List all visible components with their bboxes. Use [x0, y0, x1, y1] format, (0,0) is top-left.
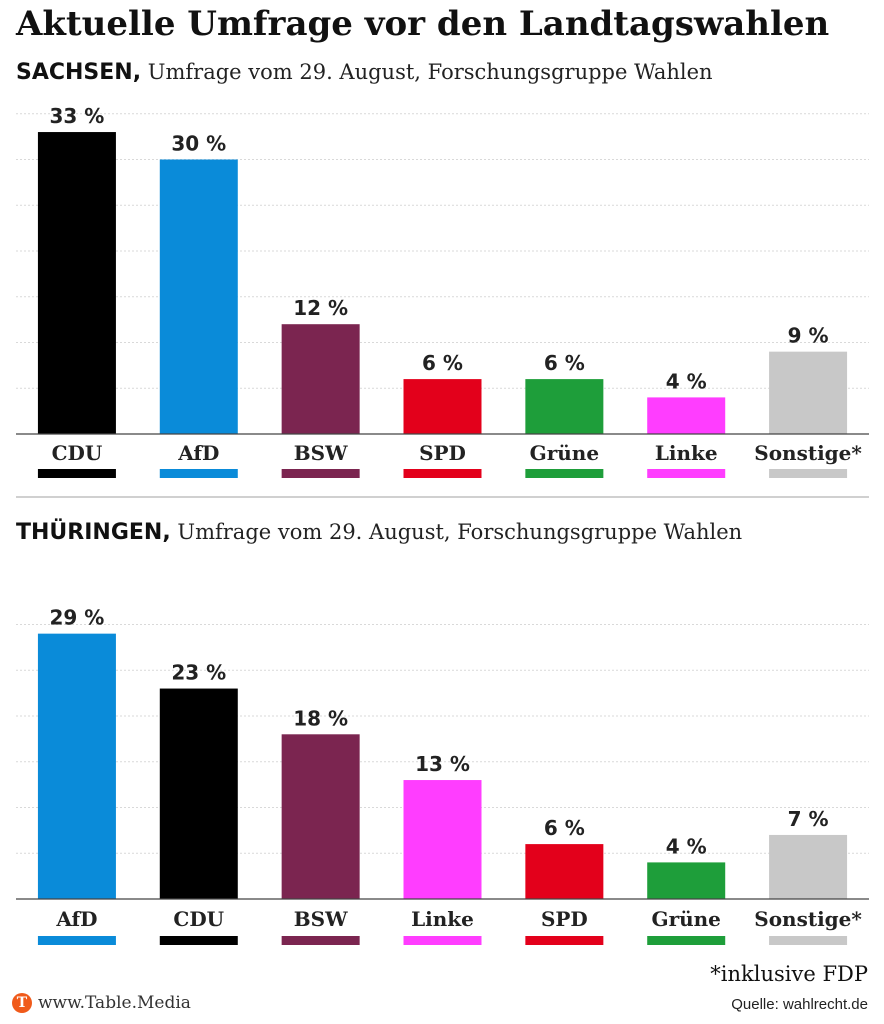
legend-swatch [769, 469, 848, 478]
legend-swatch [525, 469, 604, 478]
legend-swatch [281, 936, 360, 945]
category-label: Grüne [530, 441, 599, 465]
bar-grne [525, 379, 604, 434]
bar-linke [647, 397, 726, 434]
category-label: Linke [411, 907, 474, 931]
legend-swatch [159, 469, 238, 478]
thueringen-region-label: THÜRINGEN, [16, 520, 171, 545]
bar-cdu [159, 688, 238, 899]
section-divider [16, 496, 869, 498]
data-label: 23 % [171, 661, 226, 685]
bar-afd [159, 159, 238, 434]
bar-cdu [37, 132, 116, 435]
category-label: Grüne [651, 907, 720, 931]
chart-title: Aktuelle Umfrage vor den Landtagswahlen [16, 4, 830, 44]
legend-swatch [403, 469, 482, 478]
category-label: SPD [419, 441, 466, 465]
bar-spd [525, 844, 604, 899]
bar-bsw [281, 324, 360, 434]
legend-swatch [37, 936, 116, 945]
bar-bsw [281, 734, 360, 899]
bar-sonstige [769, 351, 848, 434]
category-label: SPD [541, 907, 588, 931]
sachsen-subtitle: SACHSEN, Umfrage vom 29. August, Forschu… [16, 60, 713, 85]
data-label: 4 % [666, 834, 707, 858]
category-label: Sonstige* [754, 441, 862, 465]
data-label: 18 % [293, 706, 348, 730]
bar-grne [647, 862, 726, 899]
bar-spd [403, 379, 482, 434]
data-label: 4 % [666, 369, 707, 393]
data-label: 29 % [50, 606, 105, 630]
sachsen-region-label: SACHSEN, [16, 60, 142, 85]
category-label: CDU [52, 441, 103, 465]
category-label: Linke [655, 441, 718, 465]
bar-afd [37, 633, 116, 899]
legend-swatch [37, 469, 116, 478]
data-label: 13 % [415, 752, 470, 776]
data-label: 6 % [422, 351, 463, 375]
legend-swatch [647, 936, 726, 945]
data-label: 9 % [788, 324, 829, 348]
thueringen-subtitle: THÜRINGEN, Umfrage vom 29. August, Forsc… [16, 520, 742, 545]
category-label: AfD [177, 441, 219, 465]
footnote: *inklusive FDP [710, 962, 868, 986]
data-label: 33 % [50, 104, 105, 128]
thueringen-subtitle-text: Umfrage vom 29. August, Forschungsgruppe… [177, 520, 743, 544]
bar-sonstige [769, 834, 848, 899]
category-label: AfD [55, 907, 97, 931]
data-label: 30 % [171, 132, 226, 156]
site-name: www.Table.Media [38, 993, 191, 1013]
source-label: Quelle: wahlrecht.de [731, 996, 868, 1013]
legend-swatch [281, 469, 360, 478]
category-label: Sonstige* [754, 907, 862, 931]
legend-swatch [403, 936, 482, 945]
data-label: 7 % [788, 807, 829, 831]
sachsen-subtitle-text: Umfrage vom 29. August, Forschungsgruppe… [147, 60, 713, 84]
category-label: BSW [294, 441, 348, 465]
table-media-logo-icon: T [12, 993, 32, 1013]
legend-swatch [525, 936, 604, 945]
legend-swatch [769, 936, 848, 945]
legend-swatch [647, 469, 726, 478]
data-label: 12 % [293, 296, 348, 320]
brand: T www.Table.Media [12, 993, 191, 1013]
category-label: BSW [294, 907, 348, 931]
category-label: CDU [173, 907, 224, 931]
bar-linke [403, 780, 482, 899]
legend-swatch [159, 936, 238, 945]
data-label: 6 % [544, 351, 585, 375]
thueringen-bar-chart: 29 % AfD 23 % CDU 18 % BSW 13 % Linke 6 % SPD 4 % G… [16, 606, 869, 945]
data-label: 6 % [544, 816, 585, 840]
sachsen-bar-chart: 33 % CDU 30 % AfD 12 % BSW 6 % SPD 6 % Grüne 4 % Li… [16, 104, 869, 478]
